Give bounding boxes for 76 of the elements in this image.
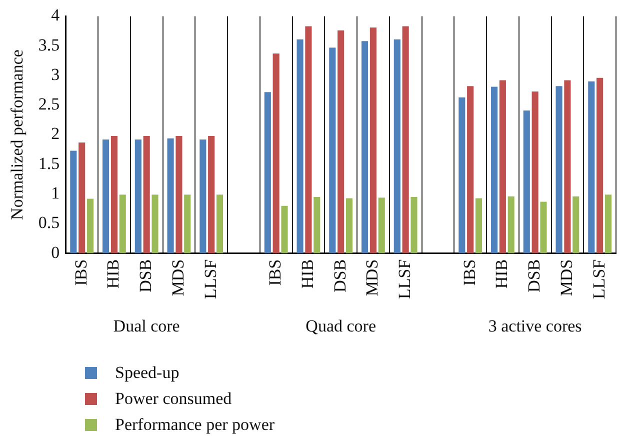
x-tick-label: IBS	[266, 259, 285, 286]
bar	[176, 136, 182, 254]
bar	[200, 140, 206, 254]
bar	[167, 138, 174, 254]
bar	[70, 150, 77, 254]
bar	[102, 140, 110, 254]
y-tick-label: 1.5	[38, 154, 60, 173]
bar	[264, 92, 271, 254]
bar	[490, 86, 498, 254]
text: Dual core	[113, 316, 180, 336]
bar	[78, 142, 86, 254]
bar	[119, 194, 126, 254]
bar	[378, 198, 385, 254]
bar	[134, 140, 142, 254]
bar	[272, 54, 280, 254]
x-tick-label: DSB	[330, 259, 350, 292]
y-axis-title: Normalized performance	[8, 50, 27, 220]
x-tick-label: MDS	[556, 259, 576, 296]
x-tick-label: LLSF	[395, 259, 414, 300]
bar	[110, 136, 118, 254]
x-tick-label: DSB	[524, 259, 544, 292]
legend-label: Performance per power	[115, 415, 275, 435]
y-tick-label: 3	[51, 64, 60, 84]
bar	[499, 80, 506, 254]
bar	[532, 91, 538, 254]
y-tick-label: 2	[51, 124, 60, 144]
legend-label: Power consumed	[115, 389, 232, 409]
bar	[143, 136, 150, 254]
bar	[508, 196, 514, 254]
x-tick-label: HIB	[298, 259, 317, 289]
bar	[572, 196, 580, 254]
y-tick-label: 4	[51, 6, 60, 25]
y-tick-label: 1	[51, 184, 60, 203]
bar	[86, 198, 94, 254]
bar	[216, 194, 224, 254]
bar	[296, 39, 304, 254]
x-tick-label: LLSF	[200, 259, 220, 300]
y-tick-label: 2.5	[38, 94, 60, 114]
bar	[540, 202, 547, 254]
y-tick-label: 0.5	[38, 213, 60, 232]
x-tick-label: HIB	[492, 259, 512, 289]
bar	[564, 80, 571, 254]
bar	[346, 198, 353, 254]
bar	[338, 30, 344, 254]
x-tick-label: DSB	[136, 259, 156, 292]
x-tick-label: LLSF	[589, 259, 608, 300]
bar	[596, 78, 604, 254]
bar	[467, 86, 474, 254]
x-tick-label: IBS	[71, 259, 90, 286]
bar	[329, 48, 336, 254]
bar	[588, 81, 595, 254]
text: 3 active cores	[488, 316, 582, 336]
bar	[475, 198, 482, 254]
bar	[208, 136, 215, 254]
x-tick-label: IBS	[460, 259, 479, 286]
x-tick-label: HIB	[104, 259, 123, 289]
bar	[370, 27, 376, 254]
text: Quad core	[306, 316, 376, 336]
bar	[314, 197, 320, 254]
bar	[458, 97, 466, 254]
bar	[402, 26, 409, 254]
bar	[152, 194, 158, 254]
bar	[410, 197, 418, 254]
x-tick-label: MDS	[168, 259, 188, 296]
y-tick-label: 0	[51, 242, 60, 262]
y-tick-label: 3.5	[38, 35, 60, 54]
bar	[523, 110, 530, 254]
legend-label: Speed-up	[115, 363, 180, 383]
bar	[305, 26, 312, 254]
bar	[184, 194, 191, 254]
x-tick-label: MDS	[362, 259, 382, 296]
bar	[362, 41, 368, 254]
bar	[281, 206, 288, 254]
bar	[604, 194, 612, 254]
bar	[556, 86, 562, 254]
bar	[394, 39, 400, 254]
